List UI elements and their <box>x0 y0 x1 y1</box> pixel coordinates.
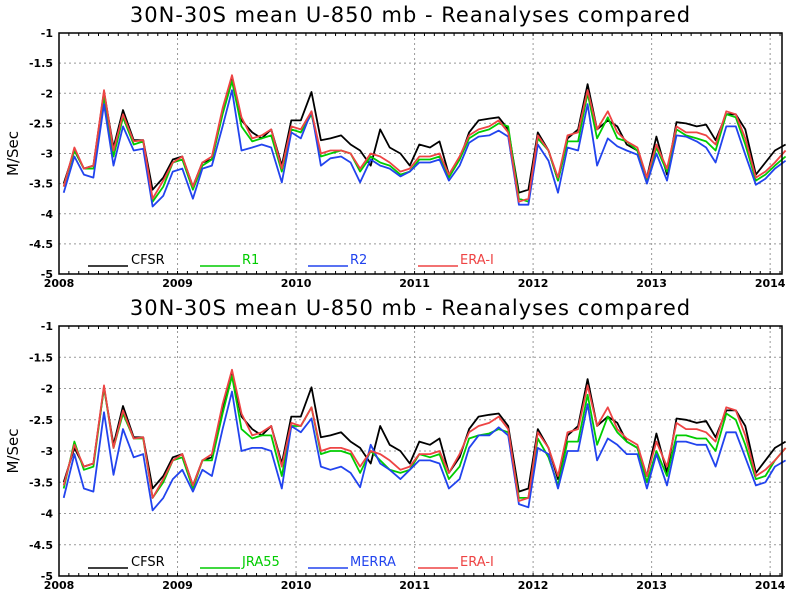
plot-frame <box>58 325 783 577</box>
y-tick-label: -4.5 <box>29 238 53 251</box>
plot-frame <box>58 32 783 275</box>
y-tick-label: -4 <box>41 208 54 221</box>
series-line-r2 <box>62 89 787 208</box>
y-tick-label: -1.5 <box>29 57 53 70</box>
x-tick-label: 2009 <box>162 579 193 592</box>
y-tick-label: -3.5 <box>29 476 53 489</box>
y-tick-label: -1 <box>41 27 53 40</box>
y-tick-label: -1 <box>41 320 53 333</box>
x-tick-label: 2010 <box>281 277 312 290</box>
legend-label: R2 <box>350 253 367 268</box>
x-tick-label: 2008 <box>44 277 75 290</box>
y-tick-label: -3 <box>41 445 53 458</box>
x-tick-label: 2012 <box>518 277 549 290</box>
legend-label: ERA-I <box>460 555 494 570</box>
legend-label: MERRA <box>350 555 396 570</box>
y-tick-label: -3.5 <box>29 178 53 191</box>
legend-label: JRA55 <box>241 555 280 570</box>
x-tick-label: 2011 <box>399 579 430 592</box>
legend-label: ERA-I <box>460 253 494 268</box>
x-tick-label: 2008 <box>44 579 75 592</box>
y-tick-label: -2 <box>41 383 53 396</box>
series-line-jra55 <box>62 375 787 499</box>
chart-panel-1: 30N-30S mean U-850 mb - Reanalyses compa… <box>4 3 787 290</box>
series-line-era-i <box>62 74 787 203</box>
y-tick-label: -3 <box>41 148 53 161</box>
x-tick-label: 2013 <box>636 579 667 592</box>
x-tick-label: 2014 <box>755 579 786 592</box>
y-tick-label: -5 <box>41 570 53 583</box>
legend-label: CFSR <box>131 253 165 268</box>
x-tick-label: 2010 <box>281 579 312 592</box>
y-axis-label: M/Sec <box>4 429 22 474</box>
y-tick-label: -2.5 <box>29 414 53 427</box>
y-axis-label: M/Sec <box>4 131 22 176</box>
series-line-era-i <box>62 368 787 502</box>
x-tick-label: 2012 <box>518 579 549 592</box>
chart-panel-2: 30N-30S mean U-850 mb - Reanalyses compa… <box>4 296 787 592</box>
y-tick-label: -2.5 <box>29 117 53 130</box>
series-line-r1 <box>62 80 787 203</box>
y-tick-label: -2 <box>41 87 53 100</box>
x-tick-label: 2011 <box>399 277 430 290</box>
x-tick-label: 2013 <box>636 277 667 290</box>
chart-title: 30N-30S mean U-850 mb - Reanalyses compa… <box>130 296 691 320</box>
series-line-merra <box>62 390 787 512</box>
y-tick-label: -5 <box>41 268 53 281</box>
x-tick-label: 2014 <box>755 277 786 290</box>
legend-label: R1 <box>242 253 259 268</box>
chart-title: 30N-30S mean U-850 mb - Reanalyses compa… <box>130 3 691 27</box>
legend-label: CFSR <box>131 555 165 570</box>
y-tick-label: -4 <box>41 508 54 521</box>
y-tick-label: -4.5 <box>29 539 53 552</box>
y-tick-label: -1.5 <box>29 351 53 364</box>
x-tick-label: 2009 <box>162 277 193 290</box>
